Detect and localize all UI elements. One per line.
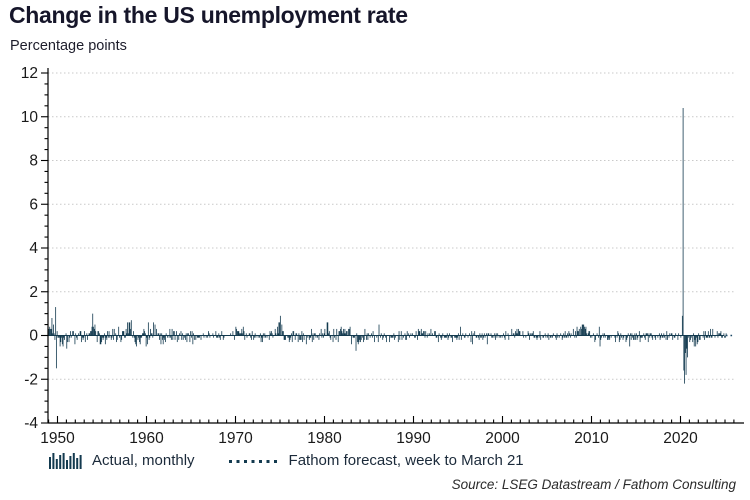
actual-series-bars-icon <box>49 453 82 469</box>
x-tick-label: 1960 <box>129 430 164 447</box>
y-tick-label: 12 <box>21 65 38 82</box>
y-axis-units-label: Percentage points <box>10 38 127 54</box>
x-tick-label: 1980 <box>307 430 342 447</box>
x-axis: 1950 1960 1970 1980 1990 2000 2010 2020 <box>40 416 744 447</box>
y-tick-label: -2 <box>24 371 38 388</box>
legend-label-forecast: Fathom forecast, week to March 21 <box>288 452 524 469</box>
x-tick-label: 2010 <box>574 430 609 447</box>
legend: Actual, monthly Fathom forecast, week to… <box>48 452 524 469</box>
y-tick-label: 4 <box>29 240 38 257</box>
y-tick-label: 8 <box>29 153 38 170</box>
x-tick-label: 2000 <box>485 430 520 447</box>
x-tick-label: 1990 <box>396 430 431 447</box>
forecast-dotted-line-icon <box>228 459 281 463</box>
y-tick-label: 10 <box>21 109 39 126</box>
x-tick-label: 1970 <box>218 430 253 447</box>
x-tick-label: 1950 <box>40 430 75 447</box>
y-tick-label: 2 <box>29 284 38 301</box>
y-axis: 12 10 8 6 4 2 0 -2 -4 <box>21 65 49 432</box>
y-tick-label: -4 <box>24 415 38 432</box>
legend-label-actual: Actual, monthly <box>92 452 195 469</box>
y-tick-label: 6 <box>29 196 38 213</box>
y-tick-label: 0 <box>29 328 38 345</box>
legend-item-forecast: Fathom forecast, week to March 21 <box>228 452 524 469</box>
x-tick-label: 2020 <box>663 430 698 447</box>
chart-title: Change in the US unemployment rate <box>9 2 408 28</box>
source-attribution: Source: LSEG Datastream / Fathom Consult… <box>451 477 736 492</box>
actual-monthly-bars <box>48 108 727 384</box>
gridlines <box>48 72 735 380</box>
legend-item-actual: Actual, monthly <box>48 452 195 469</box>
